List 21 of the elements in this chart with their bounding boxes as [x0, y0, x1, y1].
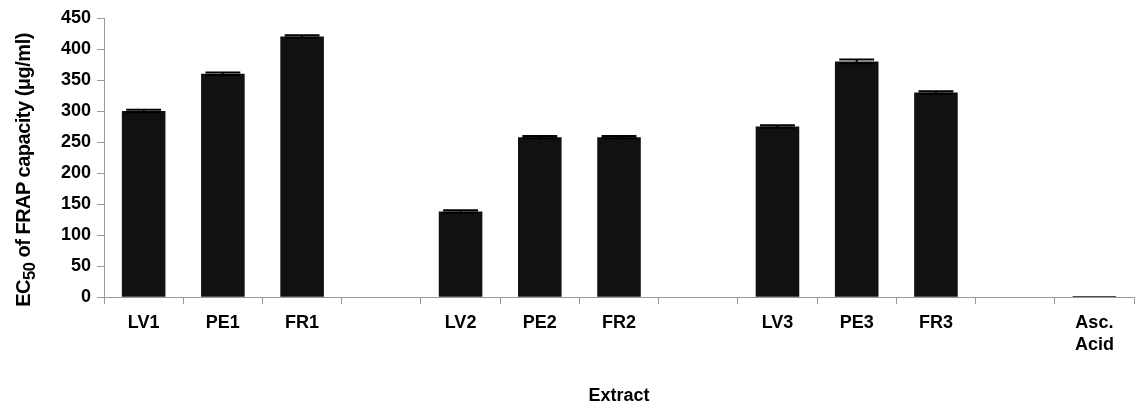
y-tick-label: 100: [60, 224, 92, 245]
x-tick-label: PE1: [205, 311, 240, 332]
y-tick-label: 350: [60, 69, 92, 90]
y-tick-label: 150: [60, 193, 92, 214]
x-tick-label: FR3: [918, 311, 953, 332]
x-tick-label: FR1: [285, 311, 320, 332]
x-tick-label: PE2: [522, 311, 557, 332]
y-tick-label: 200: [60, 162, 92, 183]
y-tick-label: 400: [60, 37, 92, 58]
x-tick-label: FR2: [602, 311, 637, 332]
y-tick-label: 250: [60, 131, 92, 152]
x-tick-label: PE3: [839, 311, 874, 332]
y-tick-label: 50: [71, 255, 92, 276]
x-tick-label: Asc. Acid: [1074, 311, 1114, 354]
x-tick-label: LV3: [761, 311, 794, 332]
y-tick-label: 0: [81, 286, 92, 307]
x-axis-title: Extract: [588, 385, 650, 406]
x-tick-label: LV1: [127, 311, 160, 332]
x-tick-label: LV2: [444, 311, 477, 332]
y-tick-label: 300: [60, 100, 92, 121]
y-tick-label: 450: [60, 6, 92, 27]
